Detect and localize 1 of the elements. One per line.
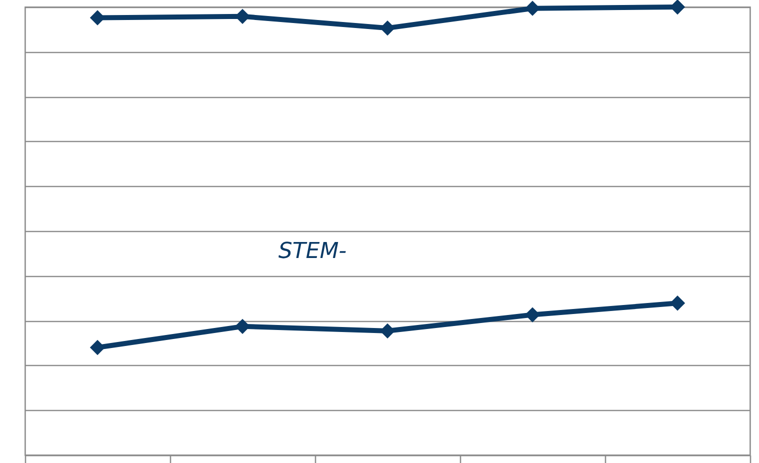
text: STEM- [278, 238, 347, 264]
